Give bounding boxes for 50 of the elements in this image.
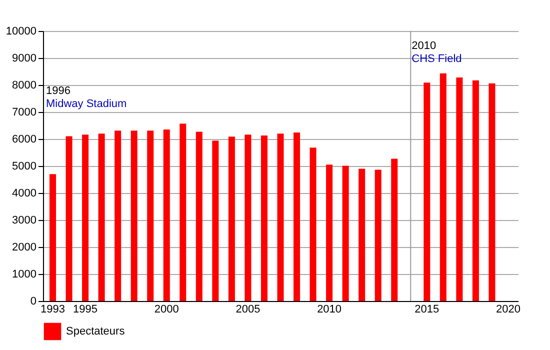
bar <box>130 130 138 301</box>
bar <box>212 140 219 301</box>
y-tick-label: 5000 <box>12 160 36 172</box>
bar <box>424 82 430 301</box>
annotation: Midway Stadium <box>46 98 127 110</box>
annotation: 1996 <box>46 85 70 97</box>
bar <box>391 158 398 301</box>
bar <box>98 134 105 301</box>
x-tick-label: 2010 <box>317 304 342 316</box>
y-tick-label: 3000 <box>12 214 36 226</box>
x-tick-label: 1995 <box>73 304 98 316</box>
bar <box>196 132 202 301</box>
bar <box>326 164 333 301</box>
x-tick-label: 1993 <box>40 304 65 316</box>
x-tick-label: 2015 <box>414 304 440 316</box>
bar <box>147 130 154 301</box>
bar <box>294 132 300 301</box>
bar <box>114 130 122 301</box>
bar <box>374 170 382 301</box>
bar <box>82 134 89 301</box>
y-tick-label: 10000 <box>6 26 36 38</box>
y-tick-label: 2000 <box>12 242 36 254</box>
x-tick-label: 2005 <box>236 304 260 316</box>
y-tick-label: 0 <box>30 296 36 308</box>
bar <box>342 166 349 301</box>
bar <box>228 136 235 301</box>
bar <box>358 168 366 301</box>
annotation: CHS Field <box>412 53 462 65</box>
bar <box>163 130 170 301</box>
y-tick-label: 1000 <box>12 268 36 280</box>
bar <box>244 134 252 301</box>
bar <box>260 135 268 301</box>
y-tick-label: 7000 <box>12 106 36 118</box>
x-tick-label: 2000 <box>154 304 179 316</box>
bar <box>277 134 284 301</box>
x-tick-label: 2020 <box>496 304 520 316</box>
annotation: 2010 <box>412 40 436 52</box>
y-tick-label: 8000 <box>12 80 36 92</box>
bar <box>180 124 186 301</box>
bar <box>310 148 316 301</box>
y-tick-label: 9000 <box>12 52 36 64</box>
bar <box>50 174 56 301</box>
y-tick-label: 6000 <box>12 134 36 146</box>
bar <box>456 77 463 301</box>
legend-label: Spectateurs <box>66 326 126 338</box>
y-tick-label: 4000 <box>12 188 36 200</box>
bar <box>66 136 72 301</box>
bar <box>472 80 479 301</box>
bar <box>488 83 496 301</box>
bar <box>440 73 446 301</box>
